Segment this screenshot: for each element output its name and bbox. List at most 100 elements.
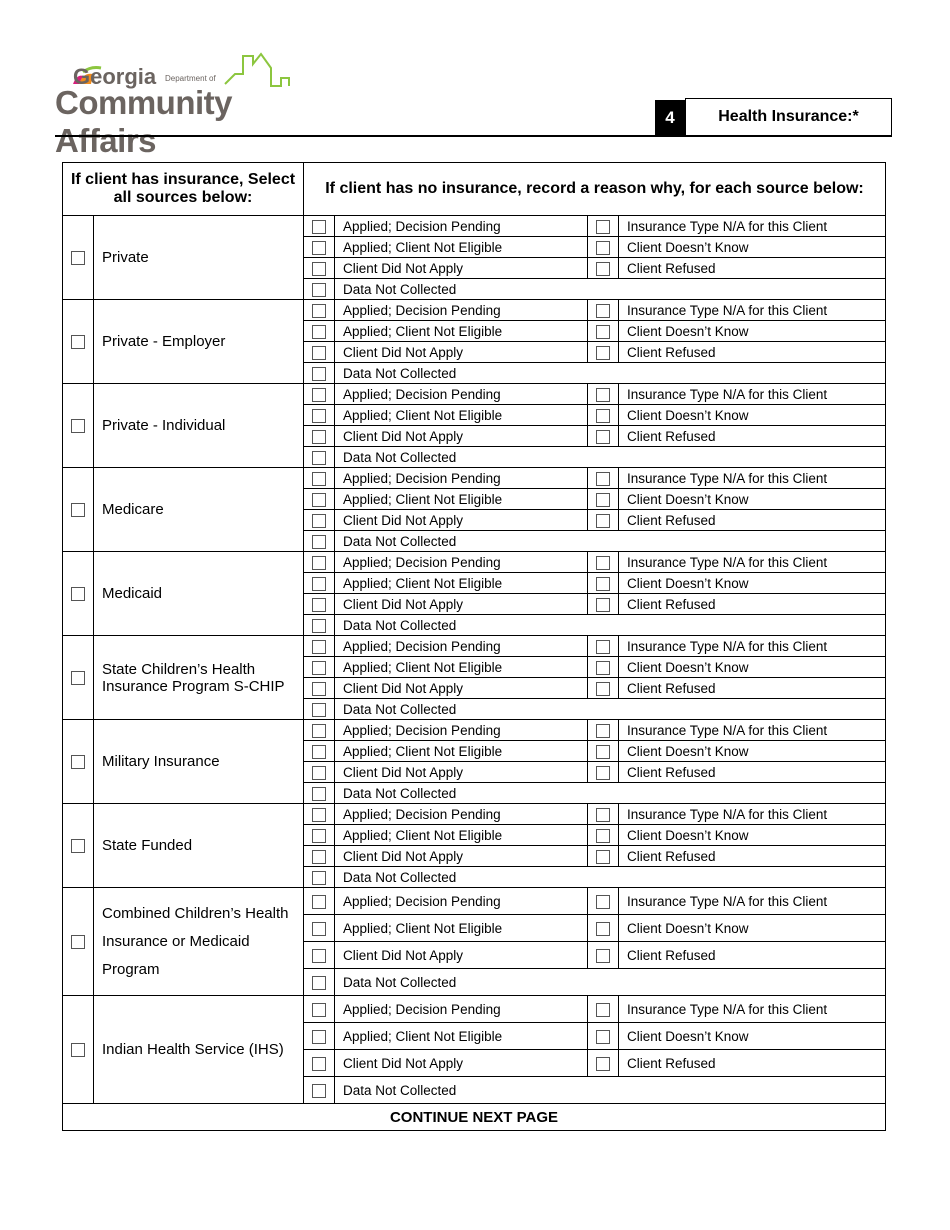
reason-checkbox[interactable] <box>312 282 326 297</box>
reason-checkbox[interactable] <box>596 744 610 759</box>
reason-checkbox[interactable] <box>596 828 610 843</box>
reason-label: Client Did Not Apply <box>334 1049 588 1077</box>
reason-row: Indian Health Service (IHS) Applied; Deci… <box>62 995 886 1104</box>
reason-label: Applied; Client Not Eligible <box>334 1022 588 1050</box>
source-checkbox-state-funded[interactable] <box>71 839 85 854</box>
reason-checkbox[interactable] <box>596 240 610 255</box>
reason-checkbox[interactable] <box>312 303 326 318</box>
reason-checkbox[interactable] <box>596 807 610 822</box>
reason-checkbox[interactable] <box>596 513 610 528</box>
reason-label: Applied; Client Not Eligible <box>334 824 588 846</box>
reason-checkbox[interactable] <box>312 1083 326 1098</box>
reason-checkbox[interactable] <box>312 639 326 654</box>
reason-label: Client Doesn’t Know <box>618 824 886 846</box>
reason-checkbox[interactable] <box>312 660 326 675</box>
reason-checkbox[interactable] <box>312 894 326 909</box>
reason-checkbox[interactable] <box>596 921 610 936</box>
source-checkbox-combined-children-s-health-insurance-or-medicaid-program[interactable] <box>71 935 85 950</box>
reason-checkbox[interactable] <box>312 948 326 963</box>
reason-checkbox[interactable] <box>312 921 326 936</box>
reason-checkbox[interactable] <box>312 828 326 843</box>
reason-checkbox[interactable] <box>596 324 610 339</box>
reason-checkbox[interactable] <box>312 702 326 717</box>
reason-checkbox[interactable] <box>312 1056 326 1071</box>
reason-checkbox[interactable] <box>312 492 326 507</box>
reason-checkbox[interactable] <box>596 1002 610 1017</box>
reason-checkbox[interactable] <box>312 870 326 885</box>
reason-checkbox[interactable] <box>596 555 610 570</box>
reason-label: Applied; Decision Pending <box>334 719 588 741</box>
reason-checkbox[interactable] <box>312 555 326 570</box>
reason-checkbox[interactable] <box>312 807 326 822</box>
reason-checkbox[interactable] <box>312 597 326 612</box>
reason-checkbox[interactable] <box>596 1029 610 1044</box>
reason-row: Applied; Client Not Eligible Client Doesn… <box>63 740 886 762</box>
reason-checkbox[interactable] <box>596 765 610 780</box>
reason-label: Client Did Not Apply <box>334 257 588 279</box>
reason-label: Client Refused <box>618 593 886 615</box>
source-checkbox-medicare[interactable] <box>71 503 85 518</box>
reason-label: Data Not Collected <box>334 782 886 804</box>
source-checkbox-medicaid[interactable] <box>71 587 85 602</box>
reason-checkbox[interactable] <box>312 429 326 444</box>
reason-checkbox[interactable] <box>596 681 610 696</box>
reason-checkbox[interactable] <box>312 765 326 780</box>
reason-checkbox[interactable] <box>596 639 610 654</box>
reason-checkbox[interactable] <box>596 345 610 360</box>
reason-checkbox[interactable] <box>596 1056 610 1071</box>
reason-checkbox[interactable] <box>312 849 326 864</box>
continue-next-page: CONTINUE NEXT PAGE <box>62 1103 886 1131</box>
reason-label: Applied; Decision Pending <box>334 383 588 405</box>
reason-checkbox[interactable] <box>596 576 610 591</box>
source-checkbox-private-employer[interactable] <box>71 335 85 350</box>
source-checkbox-private-individual[interactable] <box>71 419 85 434</box>
reason-checkbox[interactable] <box>312 366 326 381</box>
reason-label: Data Not Collected <box>334 866 886 888</box>
logo-skyline-icon <box>73 52 290 87</box>
reason-checkbox[interactable] <box>596 492 610 507</box>
reason-checkbox[interactable] <box>596 471 610 486</box>
reason-checkbox[interactable] <box>312 576 326 591</box>
reason-checkbox[interactable] <box>312 786 326 801</box>
reason-checkbox[interactable] <box>312 744 326 759</box>
reason-checkbox[interactable] <box>312 1029 326 1044</box>
reason-checkbox[interactable] <box>312 513 326 528</box>
reason-checkbox[interactable] <box>312 534 326 549</box>
reason-checkbox[interactable] <box>596 723 610 738</box>
source-checkbox-indian-health-service-ihs[interactable] <box>71 1043 85 1058</box>
reason-row: Data Not Collected <box>63 698 886 720</box>
reason-checkbox[interactable] <box>312 261 326 276</box>
reason-checkbox[interactable] <box>596 219 610 234</box>
reason-checkbox[interactable] <box>596 408 610 423</box>
reason-checkbox[interactable] <box>596 261 610 276</box>
reason-checkbox[interactable] <box>596 387 610 402</box>
reason-checkbox[interactable] <box>312 450 326 465</box>
reason-checkbox[interactable] <box>596 429 610 444</box>
reason-checkbox[interactable] <box>312 324 326 339</box>
reason-checkbox[interactable] <box>312 975 326 990</box>
reason-checkbox[interactable] <box>312 1002 326 1017</box>
reason-checkbox[interactable] <box>312 345 326 360</box>
reason-checkbox[interactable] <box>596 597 610 612</box>
reason-checkbox[interactable] <box>312 681 326 696</box>
reason-checkbox[interactable] <box>312 471 326 486</box>
reason-checkbox[interactable] <box>312 408 326 423</box>
section-title: Health Insurance:* <box>685 98 892 135</box>
reason-checkbox[interactable] <box>596 894 610 909</box>
reason-checkbox[interactable] <box>596 849 610 864</box>
reason-label: Insurance Type N/A for this Client <box>618 215 886 237</box>
reason-checkbox[interactable] <box>596 303 610 318</box>
source-checkbox-military-insurance[interactable] <box>71 755 85 770</box>
reason-checkbox[interactable] <box>596 948 610 963</box>
source-checkbox-state-children-s-health-insurance-program-s-chip[interactable] <box>71 671 85 686</box>
reason-checkbox[interactable] <box>312 240 326 255</box>
reason-checkbox[interactable] <box>596 660 610 675</box>
reason-label: Insurance Type N/A for this Client <box>618 299 886 321</box>
reason-checkbox[interactable] <box>312 618 326 633</box>
reason-checkbox[interactable] <box>312 723 326 738</box>
reason-checkbox[interactable] <box>312 219 326 234</box>
reason-checkbox[interactable] <box>312 387 326 402</box>
source-checkbox-private[interactable] <box>71 251 85 266</box>
reason-row: Applied; Client Not Eligible Client Doesn… <box>63 824 886 846</box>
